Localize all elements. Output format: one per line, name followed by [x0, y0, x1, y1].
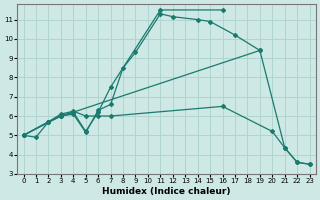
X-axis label: Humidex (Indice chaleur): Humidex (Indice chaleur): [102, 187, 231, 196]
